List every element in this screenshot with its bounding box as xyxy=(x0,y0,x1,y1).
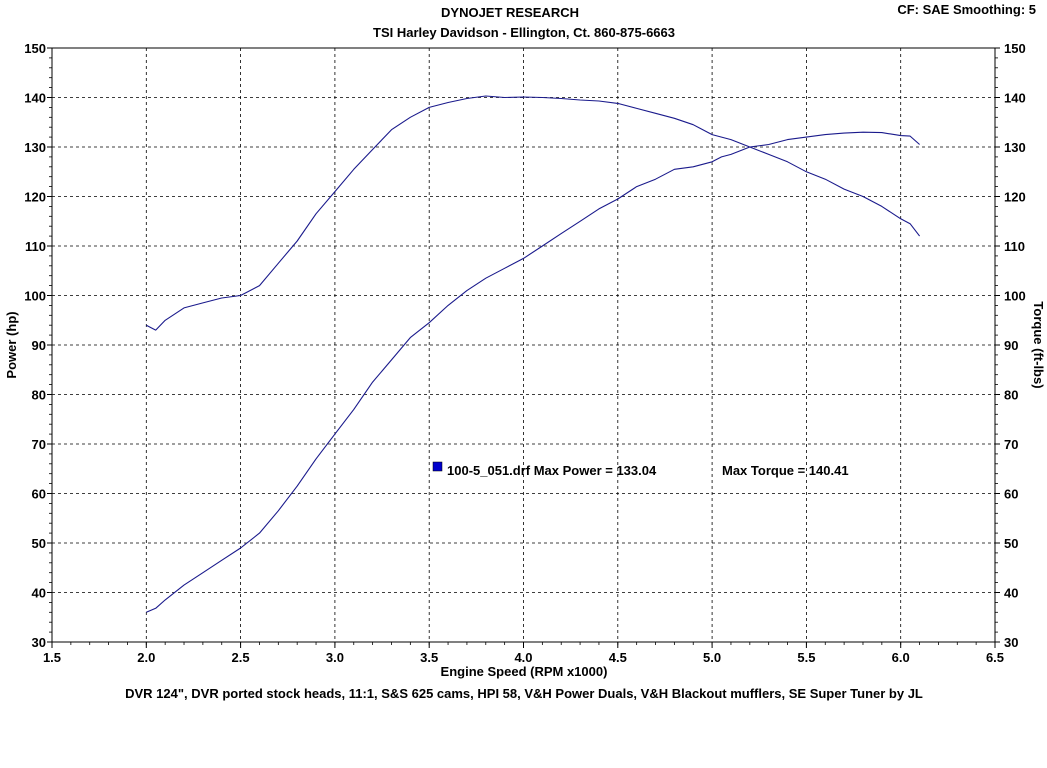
y-right-tick-label: 40 xyxy=(1004,586,1018,601)
chart-subtitle: TSI Harley Davidson - Ellington, Ct. 860… xyxy=(373,25,675,40)
x-tick-label: 3.0 xyxy=(326,650,344,665)
series-layer xyxy=(146,95,921,613)
x-tick-label: 4.5 xyxy=(609,650,627,665)
y-right-tick-label: 70 xyxy=(1004,437,1018,452)
y-right-tick-label: 120 xyxy=(1004,190,1026,205)
x-tick-label: 3.5 xyxy=(420,650,438,665)
x-tick-label: 2.0 xyxy=(137,650,155,665)
y-right-tick-label: 60 xyxy=(1004,487,1018,502)
x-tick-label: 5.5 xyxy=(797,650,815,665)
torque-curve xyxy=(146,95,921,331)
legend-swatch xyxy=(432,461,443,472)
power-curve xyxy=(146,131,920,613)
x-tick-label: 4.0 xyxy=(514,650,532,665)
y-left-tick-label: 100 xyxy=(24,289,46,304)
y-left-tick-label: 50 xyxy=(32,536,46,551)
y-left-tick-label: 140 xyxy=(24,91,46,106)
right-axis-tick-labels: 30 40 50 60 70 80 90 100 110 120 130 140 150 xyxy=(1004,41,1026,650)
legend-torque-label: Max Torque = 140.41 xyxy=(722,463,849,478)
y-right-tick-label: 50 xyxy=(1004,536,1018,551)
x-tick-label: 2.5 xyxy=(232,650,250,665)
y-axis-label-left: Power (hp) xyxy=(4,311,19,378)
y-left-tick-label: 80 xyxy=(32,388,46,403)
grid-lines xyxy=(52,48,995,642)
y-axis-label-right: Torque (ft-lbs) xyxy=(1031,301,1046,388)
y-left-tick-label: 90 xyxy=(32,338,46,353)
x-tick-label: 1.5 xyxy=(43,650,61,665)
x-tick-label: 5.0 xyxy=(703,650,721,665)
y-left-tick-label: 130 xyxy=(24,140,46,155)
x-axis-tick-labels: 1.5 2.0 2.5 3.0 3.5 4.0 4.5 5.0 5.5 6.0 6.5 xyxy=(43,650,1004,665)
y-right-tick-label: 30 xyxy=(1004,635,1018,650)
legend-run-label: 100-5_051.drf Max Power = 133.04 xyxy=(447,463,657,478)
y-left-tick-label: 70 xyxy=(32,437,46,452)
left-axis-tick-labels: 30 40 50 60 70 80 90 100 110 120 130 140 150 xyxy=(24,41,46,650)
y-right-tick-label: 110 xyxy=(1004,239,1025,254)
y-left-tick-label: 60 xyxy=(32,487,46,502)
y-right-tick-label: 130 xyxy=(1004,140,1026,155)
x-tick-label: 6.5 xyxy=(986,650,1004,665)
settings-label: CF: SAE Smoothing: 5 xyxy=(897,2,1036,17)
y-right-tick-label: 100 xyxy=(1004,289,1026,304)
y-right-tick-label: 150 xyxy=(1004,41,1026,56)
chart-title: DYNOJET RESEARCH xyxy=(441,5,579,20)
y-right-tick-label: 140 xyxy=(1004,91,1026,106)
y-left-tick-label: 40 xyxy=(32,586,46,601)
y-left-tick-label: 150 xyxy=(24,41,46,56)
x-tick-label: 6.0 xyxy=(892,650,910,665)
y-left-tick-label: 30 xyxy=(32,635,46,650)
x-axis-label: Engine Speed (RPM x1000) xyxy=(441,664,608,679)
y-right-tick-label: 90 xyxy=(1004,338,1018,353)
y-left-tick-label: 110 xyxy=(25,239,46,254)
minor-ticks xyxy=(47,47,1000,648)
build-notes: DVR 124", DVR ported stock heads, 11:1, … xyxy=(125,686,923,701)
y-right-tick-label: 80 xyxy=(1004,388,1018,403)
y-left-tick-label: 120 xyxy=(24,190,46,205)
